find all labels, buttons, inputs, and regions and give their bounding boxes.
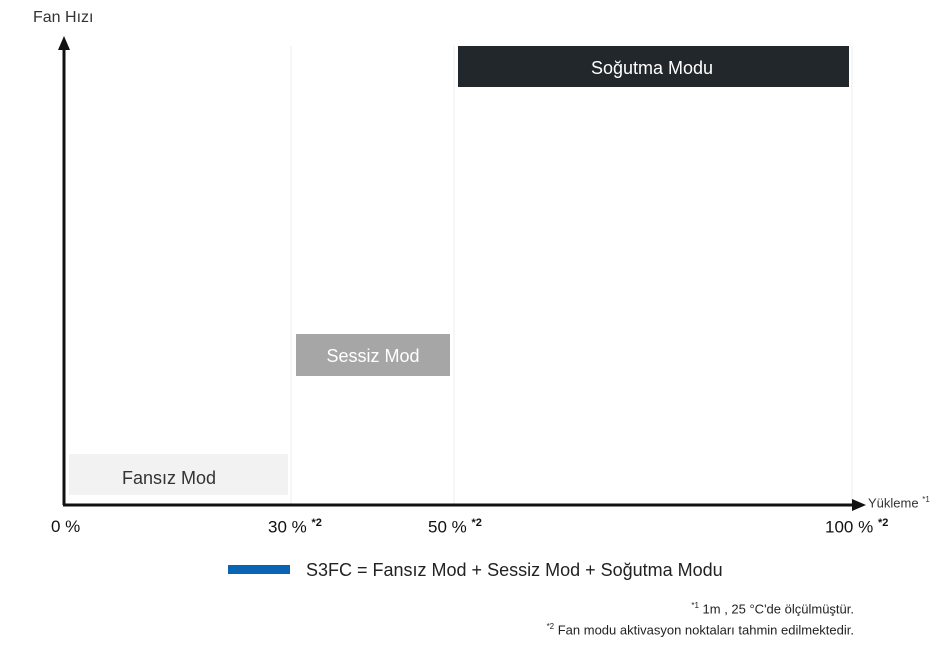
footnote-2: *2 Fan modu aktivasyon noktaları tahmin … (547, 622, 854, 637)
tick-50-note: *2 (471, 517, 482, 529)
footnote-2-text: Fan modu aktivasyon noktaları tahmin edi… (554, 622, 854, 638)
y-axis-arrow (58, 36, 70, 50)
fansiz-mod-box (69, 454, 288, 495)
x-axis-title-text: Yükleme (868, 495, 919, 511)
tick-0: 0 % (51, 517, 80, 537)
x-axis-title-note: *1 (922, 495, 930, 504)
y-axis-title: Fan Hızı (33, 9, 94, 26)
footnote-1-text: 1m , 25 °C'de ölçülmüştür. (698, 601, 854, 617)
legend-swatch (228, 565, 290, 574)
sessiz-mod-box (296, 334, 450, 376)
tick-50: 50 % *2 (428, 517, 482, 538)
footnote-1: *1 1m , 25 °C'de ölçülmüştür. (691, 601, 854, 616)
tick-0-label: 0 % (51, 517, 81, 536)
footnote-2-marker: *2 (546, 622, 555, 631)
tick-100: 100 % *2 (825, 517, 888, 538)
tick-30-label: 30 % (268, 517, 307, 537)
sogutma-modu-label: Soğutma Modu (591, 58, 713, 78)
tick-30-note: *2 (311, 517, 322, 529)
tick-50-label: 50 % (428, 517, 467, 537)
tick-100-label: 100 % (825, 517, 874, 537)
footnote-1-marker: *1 (691, 601, 699, 610)
x-axis-title: Yükleme *1 (868, 495, 930, 510)
sogutma-modu-box (458, 46, 849, 87)
tick-100-note: *2 (877, 517, 889, 529)
sessiz-mod-label: Sessiz Mod (326, 346, 419, 366)
fansiz-mod-label: Fansız Mod (122, 468, 216, 488)
tick-30: 30 % *2 (268, 517, 322, 538)
x-axis-arrow (852, 499, 866, 511)
legend-text: S3FC = Fansız Mod + Sessiz Mod + Soğutma… (306, 560, 723, 580)
